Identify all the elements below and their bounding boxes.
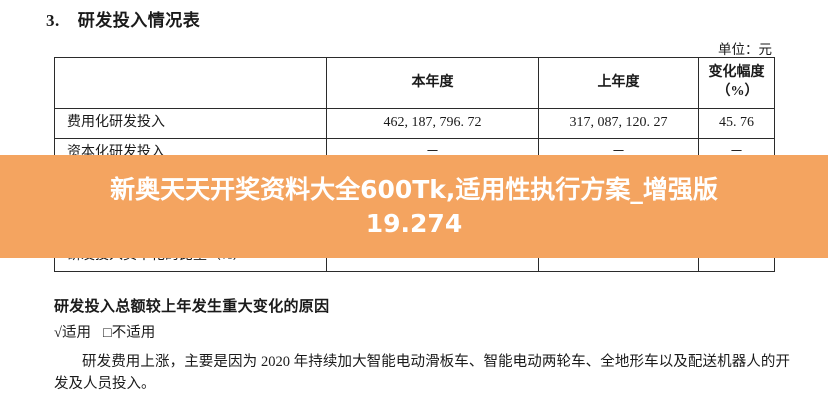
not-applicable-option[interactable]: □不适用 xyxy=(102,325,156,341)
row-change-value: 0. 49 xyxy=(698,198,775,242)
row-current-value: 462, 187, 796. 72 xyxy=(326,168,539,199)
row-current-value: － xyxy=(326,138,539,169)
row-label: 资本化研发投入 xyxy=(54,138,327,169)
table-row: 研发投入资本化的比重（%） － － － xyxy=(54,240,775,272)
row-label: 研发投入资本化的比重（%） xyxy=(54,240,327,272)
row-change-value: 45. 76 xyxy=(698,108,775,139)
table-row: 资本化研发投入 － － － xyxy=(54,138,775,169)
row-previous-value: 317, 087, 120. 27 xyxy=(538,108,699,139)
table-body: 费用化研发投入 462, 187, 796. 72 317, 087, 120.… xyxy=(54,108,775,272)
header-change-rate: 变化幅度 （%） xyxy=(698,57,775,109)
header-blank xyxy=(54,57,327,109)
section-title: 研发投入情况表 xyxy=(77,11,201,30)
row-current-value: 462, 187, 796. 72 xyxy=(326,108,539,139)
rd-investment-table: 本年度 上年度 变化幅度 （%） 费用化研发投入 462, 187, 796. … xyxy=(54,57,775,272)
row-previous-value: 0. 91 xyxy=(538,198,699,242)
header-previous-year: 上年度 xyxy=(538,57,699,109)
table-header-row: 本年度 上年度 变化幅度 （%） xyxy=(54,57,775,109)
applicable-option[interactable]: √适用 xyxy=(54,325,91,341)
header-change-sub: （%） xyxy=(716,84,759,99)
row-previous-value: － xyxy=(538,138,699,169)
row-previous-value: － xyxy=(538,240,699,272)
row-current-value: － xyxy=(326,240,539,272)
row-current-value: 1. 40 xyxy=(326,198,539,242)
row-label: 费用化研发投入 xyxy=(54,108,327,139)
row-label: 研发投入总额占营业收入比例 xyxy=(67,202,249,217)
row-change-value: － xyxy=(698,240,775,272)
table-row: 研发投入总额占营业收入比例 （%） 1. 40 0. 91 0. 49 xyxy=(54,198,775,242)
section-number: 3. xyxy=(46,11,60,30)
header-change-main: 变化幅度 xyxy=(708,65,765,81)
applicability-row: √适用 □不适用 xyxy=(54,321,790,342)
table-row: 研发投入合计 462, 187, 796. 72 317, 087, 120. … xyxy=(54,168,775,199)
note-title: 研发投入总额较上年发生重大变化的原因 xyxy=(54,299,330,315)
unit-label: 单位：元 xyxy=(718,42,772,57)
row-change-value: 45. 76 xyxy=(698,168,775,199)
section-heading: 3. 研发投入情况表 xyxy=(46,6,200,31)
table-header: 本年度 上年度 变化幅度 （%） xyxy=(54,57,775,109)
note-block: 研发投入总额较上年发生重大变化的原因 √适用 □不适用 研发费用上涨，主要是因为 … xyxy=(54,295,790,396)
row-label: 研发投入合计 xyxy=(54,168,327,199)
row-previous-value: 317, 087, 120. 27 xyxy=(538,168,699,199)
header-current-year: 本年度 xyxy=(326,57,539,109)
table-row: 费用化研发投入 462, 187, 796. 72 317, 087, 120.… xyxy=(54,108,775,139)
row-label-cell: 研发投入总额占营业收入比例 （%） xyxy=(54,198,327,242)
note-paragraph: 研发费用上涨，主要是因为 2020 年持续加大智能电动滑板车、智能电动两轮车、全… xyxy=(54,354,790,393)
row-change-value: － xyxy=(698,138,775,169)
row-label-sub: （%） xyxy=(69,220,109,236)
